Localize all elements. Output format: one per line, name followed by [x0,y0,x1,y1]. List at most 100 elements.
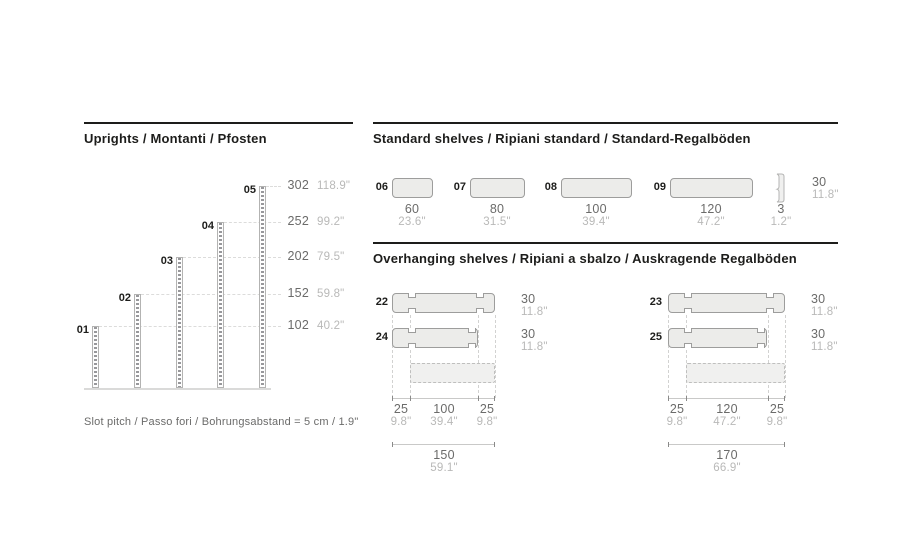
slot-notch [408,293,416,298]
upright-height-202: 202 79.5" [281,249,345,264]
guide-line [686,315,687,398]
height-inch: 40.2" [317,320,345,332]
shelf-rect-07 [470,178,525,198]
upright-height-252: 252 99.2" [281,214,345,229]
floor-baseline [84,388,271,390]
segment-cm: 25 [669,402,685,416]
standard-shelves-section-rule [373,122,838,124]
total-dim: 170 66.9" [699,449,755,475]
shelf-rect-mirror-dashed [410,363,495,383]
shelf-id-09: 09 [653,181,666,193]
width-inch: 47.2" [697,216,725,228]
height-cm: 202 [287,249,309,263]
total-inch: 59.1" [430,462,458,474]
width-cm: 80 [489,202,505,216]
segment-dim: 25 9.8" [649,403,705,429]
upright-bar-01 [92,326,99,388]
shelf-rect-24 [392,328,478,348]
slot-notch [468,328,476,333]
slot-notch [766,308,774,313]
segment-inch: 47.2" [713,416,741,428]
total-inch: 66.9" [713,462,741,474]
slot-notch [684,328,692,333]
shelf-depth-25: 30 11.8" [811,328,838,354]
standard-shelves-section-title: Standard shelves / Ripiani standard / St… [373,131,751,146]
slot-notch [468,343,476,348]
slot-notch [408,328,416,333]
dimension-tick [768,396,769,401]
segment-inch: 9.8" [666,416,688,428]
shelf-thickness: 3 1.2" [753,203,809,229]
depth-inch: 11.8" [812,189,839,201]
depth-inch: 11.8" [811,341,838,353]
shelf-rect-09 [670,178,753,198]
shelf-id-06: 06 [375,181,388,193]
segment-cm: 25 [769,402,785,416]
shelf-depth-24: 30 11.8" [521,328,548,354]
upright-bar-05 [259,186,266,388]
height-inch: 99.2" [317,216,345,228]
dimension-tick [668,442,669,447]
total-dimension-line [668,442,785,447]
dimension-tick [392,442,393,447]
shelf-depth-23: 30 11.8" [811,293,838,319]
width-cm: 120 [700,202,722,216]
segment-dim: 100 39.4" [416,403,472,429]
upright-bar-03 [176,257,183,388]
dimension-tick [668,396,669,401]
total-cm: 170 [716,448,738,462]
dimension-tick [494,396,495,401]
guide-line [785,315,786,398]
height-cm: 302 [287,178,309,192]
dimension-tick [392,396,393,401]
shelf-side-profile-icon [775,173,785,203]
total-dimension-line [392,442,495,447]
level-line-252 [224,222,281,223]
overhanging-section-rule [373,242,838,244]
height-cm: 102 [287,318,309,332]
height-inch: 59.8" [317,288,345,300]
dimension-tick [410,396,411,401]
overhanging-section-title: Overhanging shelves / Ripiani a sbalzo /… [373,251,797,266]
shelf-rect-mirror-dashed [686,363,785,383]
depth-inch: 11.8" [811,306,838,318]
total-dim: 150 59.1" [416,449,472,475]
upright-id-02: 02 [118,292,131,304]
thickness-cm: 3 [777,202,785,216]
shelf-rect-25 [668,328,767,348]
width-cm: 100 [585,202,607,216]
segment-inch: 9.8" [390,416,412,428]
upright-id-05: 05 [243,184,256,196]
shelf-id-07: 07 [453,181,466,193]
segment-dim: 25 9.8" [749,403,805,429]
dimension-line [392,396,495,401]
height-cm: 252 [287,214,309,228]
dimension-tick [478,396,479,401]
slot-notch [757,328,765,333]
slot-notch [476,308,484,313]
width-inch: 23.6" [398,216,426,228]
level-line-102 [99,326,281,327]
guide-line [768,315,769,398]
shelf-width-06: 60 23.6" [384,203,440,229]
depth-cm: 30 [811,327,826,341]
upright-bar-04 [217,222,224,388]
segment-inch: 9.8" [766,416,788,428]
upright-height-152: 152 59.8" [281,287,345,301]
depth-cm: 30 [521,292,536,306]
upright-height-102: 102 40.2" [281,318,345,333]
segment-cm: 25 [479,402,495,416]
width-cm: 60 [404,202,420,216]
shelf-depth-22: 30 11.8" [521,293,548,319]
shelf-rect-22 [392,293,495,313]
depth-cm: 30 [521,327,536,341]
shelf-rect-06 [392,178,433,198]
depth-cm: 30 [812,175,827,189]
depth-cm: 30 [811,292,826,306]
slot-notch [408,343,416,348]
segment-cm: 100 [433,402,455,416]
shelf-width-08: 100 39.4" [568,203,624,229]
upright-id-04: 04 [201,220,214,232]
segment-cm: 120 [716,402,738,416]
